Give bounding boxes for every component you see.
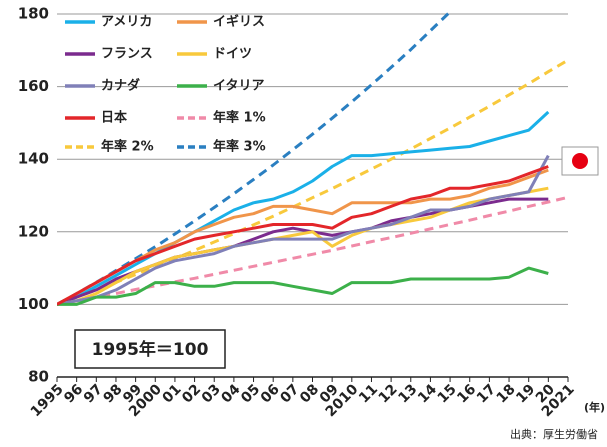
legend-label: アメリカ [101,15,152,30]
source: 出典：厚生労働省 [510,427,598,441]
series-line [57,186,549,306]
legend-label: 年率 2% [101,139,154,155]
y-tick-label: 140 [18,150,49,168]
x-axis-label: (年) [584,400,605,414]
legend-label: 年率 3% [213,139,266,155]
legend-label: イタリア [213,79,264,94]
x-tick-label: 1995 [28,381,67,420]
series-line [57,110,550,306]
legend-label: イギリス [213,14,265,30]
annotation: 1995年＝100 [92,339,209,360]
y-tick-label: 80 [28,368,49,386]
y-tick-label: 100 [18,295,49,313]
series-line [57,165,549,306]
legend-label: 年率 1% [213,110,266,126]
series-line [57,266,549,306]
japan-flag-disc [572,153,588,169]
annotation-box [74,329,226,369]
y-tick-label: 180 [18,5,49,23]
y-tick-label: 120 [18,222,49,240]
legend-label: ドイツ [213,47,252,62]
legend-label: カナダ [101,78,140,94]
series-line [57,195,569,306]
legend-label: 日本 [101,110,127,126]
series-line [57,168,549,306]
legend-label: フランス [101,47,153,62]
y-tick-label: 160 [18,77,49,95]
series-line [57,154,550,306]
series-line [57,58,569,306]
